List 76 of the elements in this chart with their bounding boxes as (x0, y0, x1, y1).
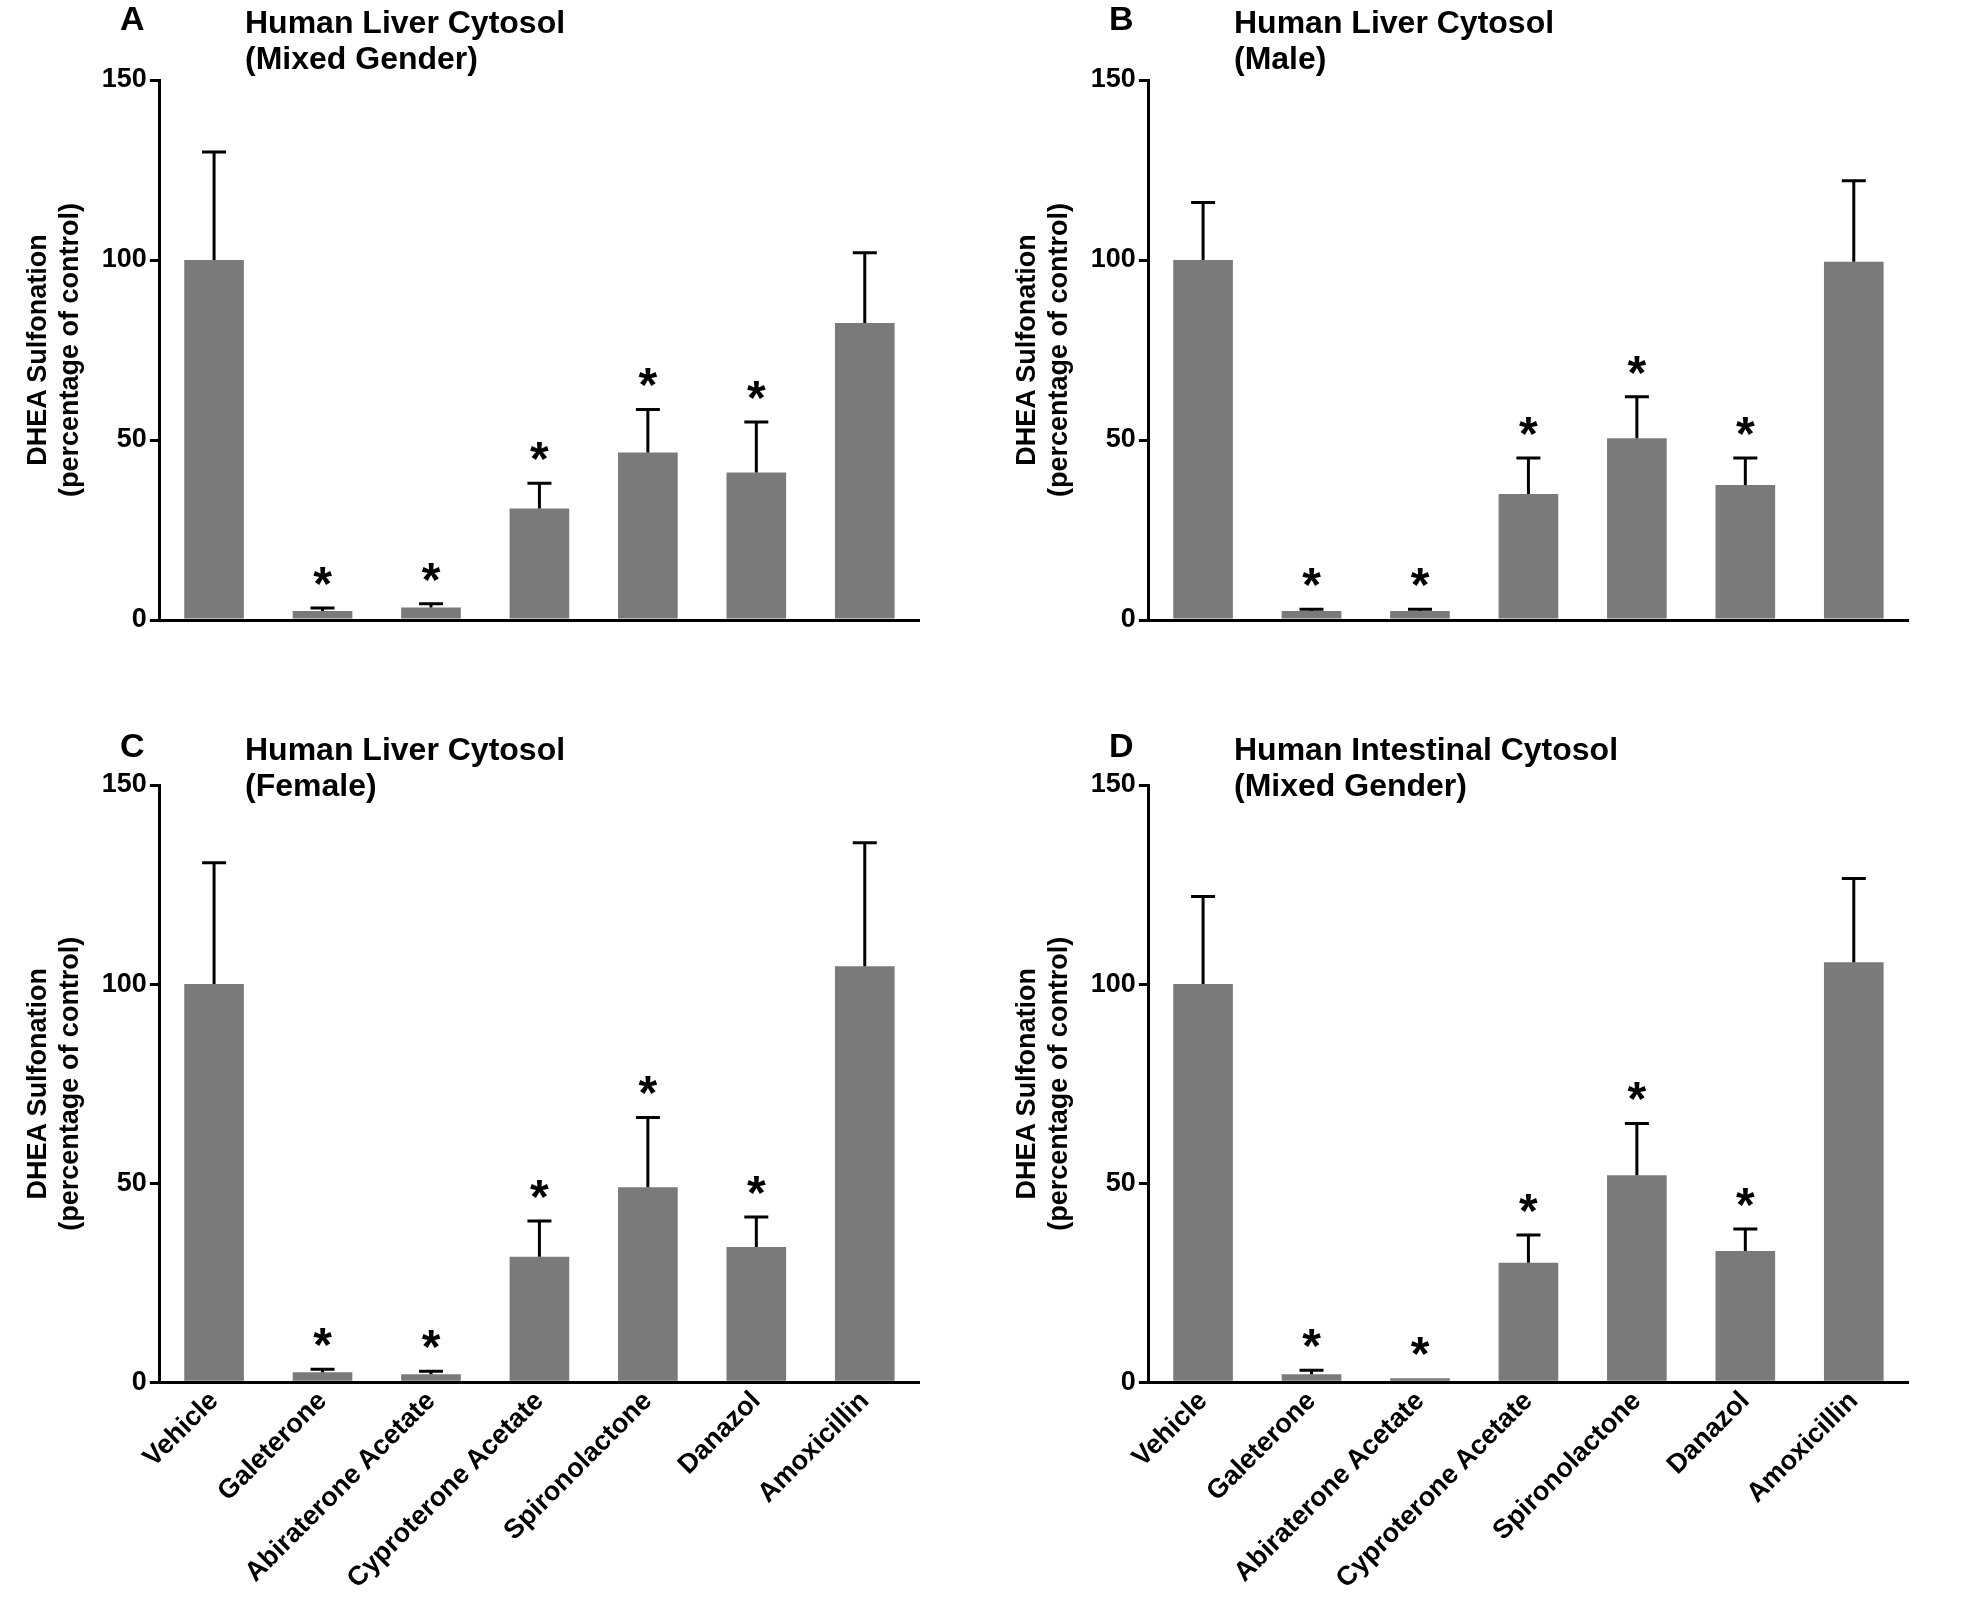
bar (292, 1372, 353, 1381)
annotation: * (1302, 558, 1322, 612)
y-axis-title: DHEA Sulfonation (percentage of control) (21, 936, 85, 1231)
annotation: * (421, 552, 441, 606)
y-tick-label: 100 (101, 967, 147, 998)
y-tick-label: 100 (1090, 243, 1136, 274)
bar (401, 607, 461, 619)
y-tick-label: 50 (1105, 1166, 1136, 1197)
chart-title: Human Intestinal Cytosol (Mixed Gender) (1234, 730, 1619, 803)
bar (1173, 260, 1233, 619)
text: D (1109, 726, 1134, 765)
y-tick-label: 100 (101, 243, 147, 274)
bar (834, 323, 895, 619)
bar (726, 472, 787, 619)
bar (1498, 1262, 1559, 1381)
bar (1823, 261, 1884, 619)
y-tick-label: 0 (131, 603, 147, 634)
bar (618, 1187, 678, 1381)
annotation: * (1519, 1183, 1539, 1237)
bar (1607, 1175, 1667, 1381)
bar (509, 1256, 570, 1381)
y-axis-title: DHEA Sulfonation (percentage of control) (21, 202, 85, 498)
bar (1823, 962, 1884, 1381)
y-tick-label: 150 (101, 768, 147, 799)
annotation: * (1302, 1319, 1322, 1373)
annotation: * (1735, 1178, 1755, 1231)
annotation: * (1410, 558, 1430, 612)
bar (1281, 611, 1342, 619)
chart-title: Human Liver Cytosol (Female) (245, 730, 566, 803)
text: B (1109, 0, 1134, 38)
y-tick-label: 150 (101, 63, 147, 94)
y-tick-label: 50 (1105, 423, 1136, 454)
bar (509, 508, 570, 619)
annotation: * (638, 1066, 658, 1120)
bar (401, 1374, 461, 1381)
annotation: * (638, 358, 658, 412)
text: C (120, 726, 145, 765)
text: A (120, 0, 145, 38)
bar (184, 260, 244, 619)
annotation: * (530, 1170, 550, 1224)
y-tick-label: 150 (1090, 63, 1136, 94)
y-axis-title: DHEA Sulfonation (percentage of control) (1010, 202, 1074, 498)
annotation: * (313, 557, 333, 611)
bar (726, 1246, 787, 1381)
bar (1498, 494, 1559, 619)
y-tick-label: 100 (1090, 967, 1136, 998)
bar (1607, 438, 1667, 619)
annotation: * (746, 371, 766, 424)
bar (1715, 1250, 1776, 1381)
bar (1390, 611, 1450, 619)
y-tick-label: 50 (116, 1166, 147, 1197)
y-axis-title: DHEA Sulfonation (percentage of control) (1010, 936, 1074, 1231)
annotation: * (1519, 407, 1539, 460)
annotation: * (746, 1166, 766, 1220)
bar (618, 452, 678, 619)
annotation: * (530, 432, 550, 486)
bar (834, 966, 895, 1381)
annotation: * (1410, 1327, 1430, 1381)
y-tick-label: 0 (1120, 603, 1136, 634)
bar (1281, 1374, 1342, 1381)
bar (184, 984, 244, 1381)
bar (292, 611, 353, 619)
bar (1390, 1378, 1450, 1381)
y-tick-label: 0 (131, 1365, 147, 1396)
y-tick-label: 50 (116, 423, 147, 454)
chart-title: Human Liver Cytosol (Male) (1234, 3, 1555, 76)
y-tick-label: 150 (1090, 768, 1136, 799)
bar (1715, 485, 1776, 619)
chart-title: Human Liver Cytosol (Mixed Gender) (245, 3, 566, 76)
annotation: * (1735, 407, 1755, 460)
annotation: * (313, 1318, 333, 1372)
annotation: * (1627, 1072, 1647, 1126)
annotation: * (421, 1320, 441, 1374)
y-tick-label: 0 (1120, 1365, 1136, 1396)
annotation: * (1627, 345, 1647, 399)
bar (1173, 984, 1233, 1381)
